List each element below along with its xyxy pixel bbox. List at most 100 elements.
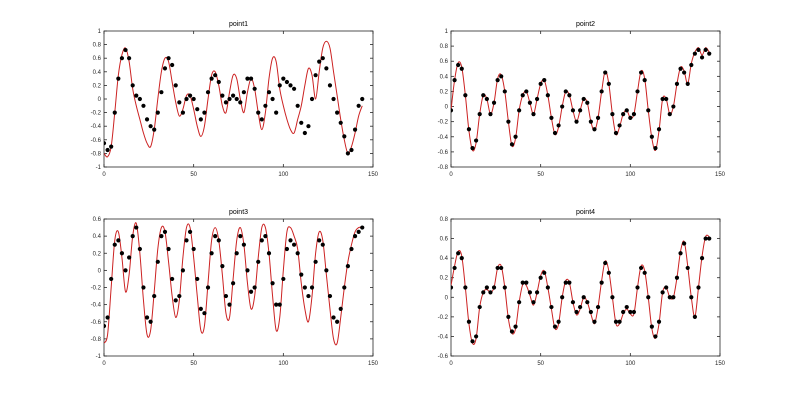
data-point xyxy=(123,268,128,273)
data-point xyxy=(549,304,554,310)
x-tick-label: 100 xyxy=(625,361,636,367)
plot-area xyxy=(451,234,712,345)
data-point xyxy=(227,302,232,307)
data-point xyxy=(495,265,500,271)
data-point xyxy=(466,319,472,324)
data-point xyxy=(567,280,572,285)
data-point xyxy=(610,295,615,300)
data-point xyxy=(491,100,497,105)
data-point xyxy=(696,47,701,52)
data-point xyxy=(664,96,669,102)
data-point xyxy=(474,334,479,339)
data-point xyxy=(703,47,708,52)
data-point xyxy=(234,96,239,102)
x-tick-label: 0 xyxy=(449,361,453,367)
data-point xyxy=(263,103,268,108)
data-point xyxy=(360,96,365,102)
y-tick-label: 0.2 xyxy=(93,83,102,89)
data-point xyxy=(141,103,146,108)
data-point xyxy=(141,285,146,290)
data-point xyxy=(628,309,633,315)
data-point xyxy=(506,119,511,124)
data-point xyxy=(653,334,658,339)
data-point xyxy=(152,127,157,132)
data-point xyxy=(638,265,644,271)
data-point xyxy=(284,79,290,85)
data-point xyxy=(484,96,489,102)
fit-curve xyxy=(104,40,363,158)
data-point xyxy=(635,89,640,94)
data-point xyxy=(288,83,293,88)
data-point xyxy=(617,123,622,128)
data-point xyxy=(209,251,214,256)
data-point xyxy=(502,89,507,94)
data-point xyxy=(459,256,464,261)
x-tick-label: 0 xyxy=(102,361,106,367)
x-tick-label: 150 xyxy=(715,361,726,367)
data-point xyxy=(588,119,593,124)
y-tick-label: 1 xyxy=(445,29,449,35)
data-point xyxy=(613,130,619,136)
data-point xyxy=(520,280,525,285)
data-point xyxy=(646,295,651,300)
data-point xyxy=(245,76,250,81)
data-point xyxy=(674,275,680,280)
data-point xyxy=(191,246,196,252)
subplot-4: point4 0 50 100 150 -0.6 -0.4 -0.2 0 0.2 0.4 0.6 0.8 xyxy=(438,209,726,367)
data-point xyxy=(703,236,708,241)
data-point xyxy=(613,319,619,324)
data-point xyxy=(134,93,139,98)
data-point xyxy=(248,289,254,294)
y-tick-label: 0.2 xyxy=(93,251,102,257)
data-point xyxy=(284,246,290,252)
y-tick-label: -0.4 xyxy=(91,303,102,309)
data-point xyxy=(220,263,225,269)
plot-area xyxy=(451,47,712,152)
data-point xyxy=(202,110,207,115)
data-point xyxy=(198,117,203,122)
data-point xyxy=(105,147,110,153)
data-point xyxy=(527,290,533,295)
x-tick-label: 100 xyxy=(278,172,289,178)
data-point xyxy=(166,246,171,252)
data-point xyxy=(256,259,261,264)
data-point xyxy=(477,112,482,117)
data-point xyxy=(180,268,186,273)
data-point xyxy=(534,96,540,102)
data-point xyxy=(313,259,318,264)
axes-frame xyxy=(450,218,721,357)
data-point xyxy=(313,73,318,78)
data-point xyxy=(223,293,229,299)
subplot-2: point2 0 50 100 150 -0.8 -0.6 -0.4 -0.2 0 0.2 0.4 0.… xyxy=(438,21,726,178)
y-tick-label: 0.4 xyxy=(93,70,102,76)
subplot-3: point3 0 50 100 150 -1 -0.8 -0.6 -0.4 -0.2 0 0.2 0.4… xyxy=(91,209,379,367)
data-point xyxy=(137,96,142,102)
data-point xyxy=(306,293,311,299)
data-point xyxy=(299,120,304,125)
data-point xyxy=(674,81,680,86)
data-point xyxy=(656,127,662,132)
data-point xyxy=(155,110,160,115)
data-point xyxy=(295,103,300,108)
data-point xyxy=(656,319,662,324)
data-point xyxy=(556,123,561,128)
data-point xyxy=(542,270,547,275)
data-point xyxy=(320,56,325,61)
data-point xyxy=(263,234,268,239)
y-tick-label: -0.2 xyxy=(438,120,449,126)
data-point xyxy=(707,51,712,56)
x-tick-label: 50 xyxy=(190,172,197,178)
data-point xyxy=(248,76,254,81)
data-point xyxy=(474,138,479,143)
data-point xyxy=(678,66,683,71)
data-point xyxy=(241,90,246,95)
data-point xyxy=(291,86,297,91)
data-point xyxy=(213,234,218,239)
data-point xyxy=(277,83,282,88)
data-point xyxy=(649,134,654,139)
data-point xyxy=(459,66,464,71)
data-point xyxy=(603,260,608,266)
data-point xyxy=(112,242,117,247)
y-tick-label: -0.4 xyxy=(438,334,449,340)
data-point xyxy=(109,276,114,282)
